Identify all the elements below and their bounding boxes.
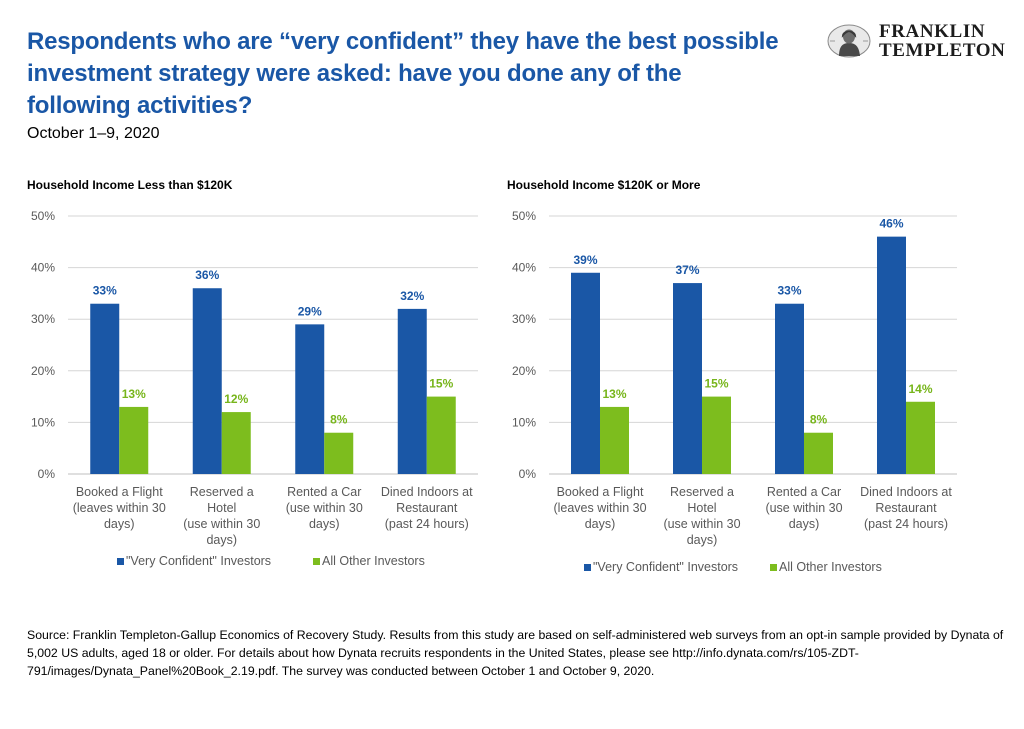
data-label-all-other: 14% (908, 382, 932, 396)
bar-all-other (804, 432, 833, 474)
y-tick-label: 10% (512, 415, 536, 429)
bar-all-other (119, 406, 149, 474)
chart-income-under-120k: Household Income Less than $120K 0% 10% 20%… (27, 178, 478, 568)
bar-very-confident (295, 324, 325, 474)
category-label: days) (789, 517, 820, 531)
data-label-all-other: 12% (224, 392, 248, 406)
y-tick-label: 20% (31, 364, 55, 378)
category-label: Restaurant (875, 501, 937, 515)
category-label: Rented a Car (767, 485, 841, 499)
y-tick-label: 30% (31, 312, 55, 326)
bar-very-confident (397, 308, 427, 474)
y-tick-label: 0% (519, 467, 537, 481)
legend-label-all-other: All Other Investors (779, 560, 882, 574)
y-tick-label: 20% (512, 364, 536, 378)
y-tick-label: 50% (512, 209, 536, 223)
data-label-very-confident: 39% (573, 253, 597, 267)
bar-very-confident (673, 283, 702, 474)
bar-very-confident (775, 303, 804, 474)
bar-all-other (702, 396, 731, 474)
data-label-very-confident: 46% (879, 217, 903, 231)
legend-swatch-very-confident (117, 558, 124, 565)
category-label: Dined Indoors at (381, 485, 473, 499)
y-tick-label: 40% (512, 261, 536, 275)
bar-very-confident (571, 272, 600, 474)
bar-all-other (906, 401, 935, 474)
legend-label-very-confident: "Very Confident" Investors (126, 554, 271, 568)
data-label-all-other: 15% (704, 377, 728, 391)
data-label-very-confident: 29% (298, 304, 322, 318)
category-label: (leaves within 30 (553, 501, 646, 515)
category-label: days) (104, 517, 135, 531)
category-label: Hotel (207, 501, 236, 515)
data-label-very-confident: 33% (777, 284, 801, 298)
category-label: (use within 30 (183, 517, 260, 531)
bar-very-confident (192, 288, 222, 474)
category-label: days) (585, 517, 616, 531)
y-tick-label: 10% (31, 415, 55, 429)
bar-very-confident (90, 303, 120, 474)
chart-income-120k-or-more: Household Income $120K or More 0% 10% 20% 30… (507, 178, 957, 574)
data-label-very-confident: 37% (675, 263, 699, 277)
legend-swatch-all-other (770, 564, 777, 571)
page-subtitle-date: October 1–9, 2020 (27, 125, 160, 142)
bar-all-other (221, 412, 251, 474)
category-label: (use within 30 (663, 517, 740, 531)
chart-title: Household Income Less than $120K (27, 178, 233, 192)
data-label-all-other: 13% (122, 387, 146, 401)
legend-label-very-confident: "Very Confident" Investors (593, 560, 738, 574)
y-tick-label: 30% (512, 312, 536, 326)
legend-swatch-all-other (313, 558, 320, 565)
category-label: Rented a Car (287, 485, 361, 499)
page-title: Respondents who are “very confident” the… (27, 28, 779, 119)
category-label: Dined Indoors at (860, 485, 952, 499)
data-label-very-confident: 33% (93, 284, 117, 298)
legend-label-all-other: All Other Investors (322, 554, 425, 568)
data-label-all-other: 13% (602, 387, 626, 401)
logo-text-franklin: FRANKLIN (879, 21, 986, 42)
y-tick-label: 50% (31, 209, 55, 223)
y-tick-label: 0% (38, 467, 56, 481)
category-label: days) (687, 533, 718, 547)
data-label-all-other: 8% (810, 413, 828, 427)
bar-all-other (426, 396, 456, 474)
category-label: days) (309, 517, 340, 531)
source-footnote: Source: Franklin Templeton-Gallup Econom… (27, 628, 1004, 678)
category-label: (leaves within 30 (73, 501, 166, 515)
data-label-very-confident: 32% (400, 289, 424, 303)
category-label: (use within 30 (286, 501, 363, 515)
franklin-templeton-logo: FRANKLIN TEMPLETON (827, 20, 1007, 62)
chart-title: Household Income $120K or More (507, 178, 701, 192)
data-label-all-other: 8% (330, 413, 348, 427)
category-label: Restaurant (396, 501, 458, 515)
data-label-all-other: 15% (429, 377, 453, 391)
category-label: (past 24 hours) (864, 517, 948, 531)
y-tick-label: 40% (31, 261, 55, 275)
category-label: (past 24 hours) (385, 517, 469, 531)
category-label: Reserved a (670, 485, 734, 499)
category-label: Reserved a (190, 485, 254, 499)
logo-text-templeton: TEMPLETON (879, 40, 1006, 61)
category-label: Booked a Flight (76, 485, 163, 499)
bar-all-other (324, 432, 354, 474)
category-label: Hotel (687, 501, 716, 515)
category-label: days) (206, 533, 237, 547)
bar-very-confident (877, 236, 906, 474)
bar-all-other (600, 406, 629, 474)
legend-swatch-very-confident (584, 564, 591, 571)
data-label-very-confident: 36% (195, 268, 219, 282)
franklin-portrait-icon (827, 24, 871, 58)
category-label: (use within 30 (765, 501, 842, 515)
category-label: Booked a Flight (557, 485, 644, 499)
